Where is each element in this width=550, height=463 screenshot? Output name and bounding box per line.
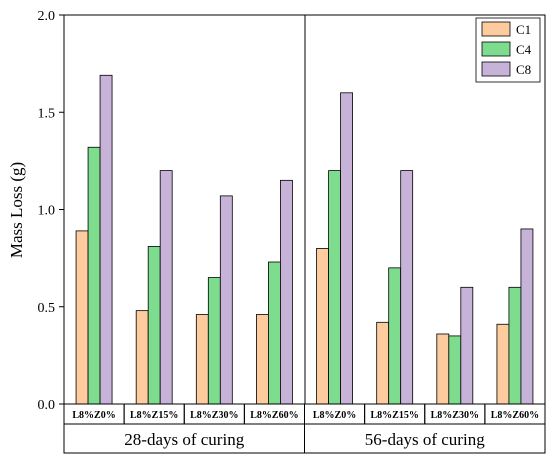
y-tick-label: 1.5 — [38, 106, 56, 121]
bar-c8 — [99, 74, 113, 405]
bar-c4 — [147, 246, 161, 405]
legend-swatch-c1 — [481, 21, 511, 37]
bar-c1 — [135, 310, 149, 405]
legend-label-c4: C4 — [516, 42, 532, 57]
x-tick-label: L8%Z30% — [190, 410, 238, 421]
bar-c1 — [496, 323, 510, 405]
bar-c8 — [340, 92, 353, 405]
legend-swatch-c4 — [481, 41, 511, 57]
bar-c4 — [268, 261, 281, 405]
bar-c4 — [448, 335, 462, 405]
bar-c4 — [388, 267, 402, 405]
bar-c4 — [87, 146, 101, 405]
group-label: 28-days of curing — [124, 430, 244, 449]
bar-c1 — [436, 333, 450, 405]
x-axis: L8%Z0% L8%Z15% L8%Z30% L8%Z60% 28-days of cu… — [63, 403, 546, 454]
x-tick-label: L8%Z15% — [130, 410, 178, 421]
group-cell — [304, 423, 546, 454]
bar-c8 — [219, 195, 233, 405]
x-tick-label: L8%Z15% — [371, 410, 419, 421]
bar-c1 — [75, 230, 89, 405]
x-tick-label: L8%Z0% — [72, 410, 115, 421]
bar-c1 — [316, 247, 329, 405]
y-tick-label: 1.0 — [38, 204, 56, 219]
y-axis-label: Mass Loss (g) — [7, 162, 26, 258]
group-label: 56-days of curing — [365, 430, 485, 449]
bar-c4 — [207, 277, 221, 405]
y-tick-label: 0.0 — [38, 398, 56, 413]
x-tick-label: L8%Z30% — [431, 410, 479, 421]
legend: C1 C4 C8 — [475, 17, 541, 83]
bar-c4 — [508, 286, 522, 405]
bar-c8 — [280, 179, 293, 405]
legend-swatch-c8 — [481, 61, 511, 77]
bar-c4 — [328, 170, 341, 405]
bar-c1 — [376, 321, 390, 405]
bar-c1 — [256, 314, 269, 405]
y-tick-label: 2.0 — [38, 9, 56, 24]
bar-c8 — [520, 228, 534, 405]
x-tick-label: L8%Z60% — [250, 410, 298, 421]
bar-c8 — [159, 170, 173, 405]
legend-label-c8: C8 — [516, 62, 531, 77]
x-tick-label: L8%Z60% — [491, 410, 539, 421]
legend-label-c1: C1 — [516, 22, 531, 37]
y-axis: 0.0 0.5 1.0 1.5 2.0 — [38, 9, 64, 413]
x-tick-label: L8%Z0% — [313, 410, 356, 421]
bars — [75, 74, 534, 405]
bar-c1 — [195, 314, 209, 405]
y-tick-label: 0.5 — [38, 301, 56, 316]
bar-c8 — [400, 170, 414, 405]
bar-c8 — [460, 286, 474, 405]
